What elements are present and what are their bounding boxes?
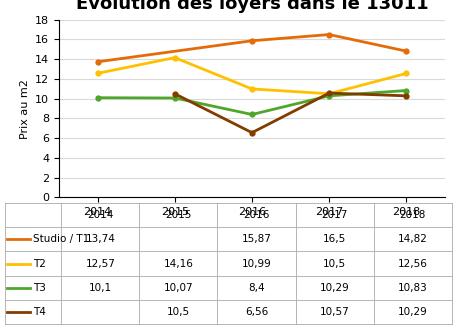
Text: 8,4: 8,4 bbox=[248, 283, 265, 293]
T2 bbox=[326, 92, 332, 96]
Text: 16,5: 16,5 bbox=[323, 234, 346, 244]
Title: Evolution des loyers dans le 13011: Evolution des loyers dans le 13011 bbox=[76, 0, 428, 13]
Text: Studio / T1: Studio / T1 bbox=[33, 234, 89, 244]
Text: 10,29: 10,29 bbox=[320, 283, 350, 293]
T4 bbox=[249, 131, 255, 135]
Text: 10,07: 10,07 bbox=[163, 283, 193, 293]
T2 bbox=[249, 87, 255, 91]
Text: 2017: 2017 bbox=[321, 210, 348, 220]
Text: 10,5: 10,5 bbox=[167, 307, 190, 317]
T3 bbox=[249, 113, 255, 116]
Line: T2: T2 bbox=[95, 55, 409, 96]
T4 bbox=[172, 92, 178, 96]
Studio / T1 bbox=[249, 39, 255, 43]
Text: 12,57: 12,57 bbox=[85, 259, 115, 268]
T4 bbox=[326, 91, 332, 95]
Studio / T1 bbox=[326, 33, 332, 37]
T2 bbox=[172, 56, 178, 60]
Text: 12,56: 12,56 bbox=[398, 259, 428, 268]
Text: 2015: 2015 bbox=[165, 210, 192, 220]
Text: 10,29: 10,29 bbox=[398, 307, 428, 317]
Studio / T1 bbox=[95, 60, 100, 64]
Text: T2: T2 bbox=[33, 259, 45, 268]
T2 bbox=[404, 71, 409, 75]
Line: T4: T4 bbox=[173, 91, 409, 135]
T3 bbox=[172, 96, 178, 100]
Y-axis label: Prix au m2: Prix au m2 bbox=[20, 79, 30, 139]
Text: 10,57: 10,57 bbox=[320, 307, 350, 317]
Line: T3: T3 bbox=[95, 88, 409, 117]
Text: 10,83: 10,83 bbox=[398, 283, 428, 293]
Text: 10,5: 10,5 bbox=[323, 259, 346, 268]
Text: 2014: 2014 bbox=[87, 210, 114, 220]
Text: 10,1: 10,1 bbox=[89, 283, 112, 293]
Text: 10,99: 10,99 bbox=[242, 259, 271, 268]
T3 bbox=[95, 96, 100, 100]
T3 bbox=[404, 89, 409, 92]
T3 bbox=[326, 94, 332, 98]
Text: 13,74: 13,74 bbox=[85, 234, 115, 244]
T2 bbox=[95, 71, 100, 75]
Text: 6,56: 6,56 bbox=[245, 307, 268, 317]
Text: 2018: 2018 bbox=[400, 210, 426, 220]
T4 bbox=[404, 94, 409, 98]
Studio / T1 bbox=[404, 49, 409, 53]
Text: 15,87: 15,87 bbox=[242, 234, 271, 244]
Text: 2016: 2016 bbox=[243, 210, 270, 220]
Line: Studio / T1: Studio / T1 bbox=[95, 32, 409, 64]
Text: T4: T4 bbox=[33, 307, 45, 317]
Text: 14,16: 14,16 bbox=[163, 259, 193, 268]
Text: T3: T3 bbox=[33, 283, 45, 293]
Text: 14,82: 14,82 bbox=[398, 234, 428, 244]
